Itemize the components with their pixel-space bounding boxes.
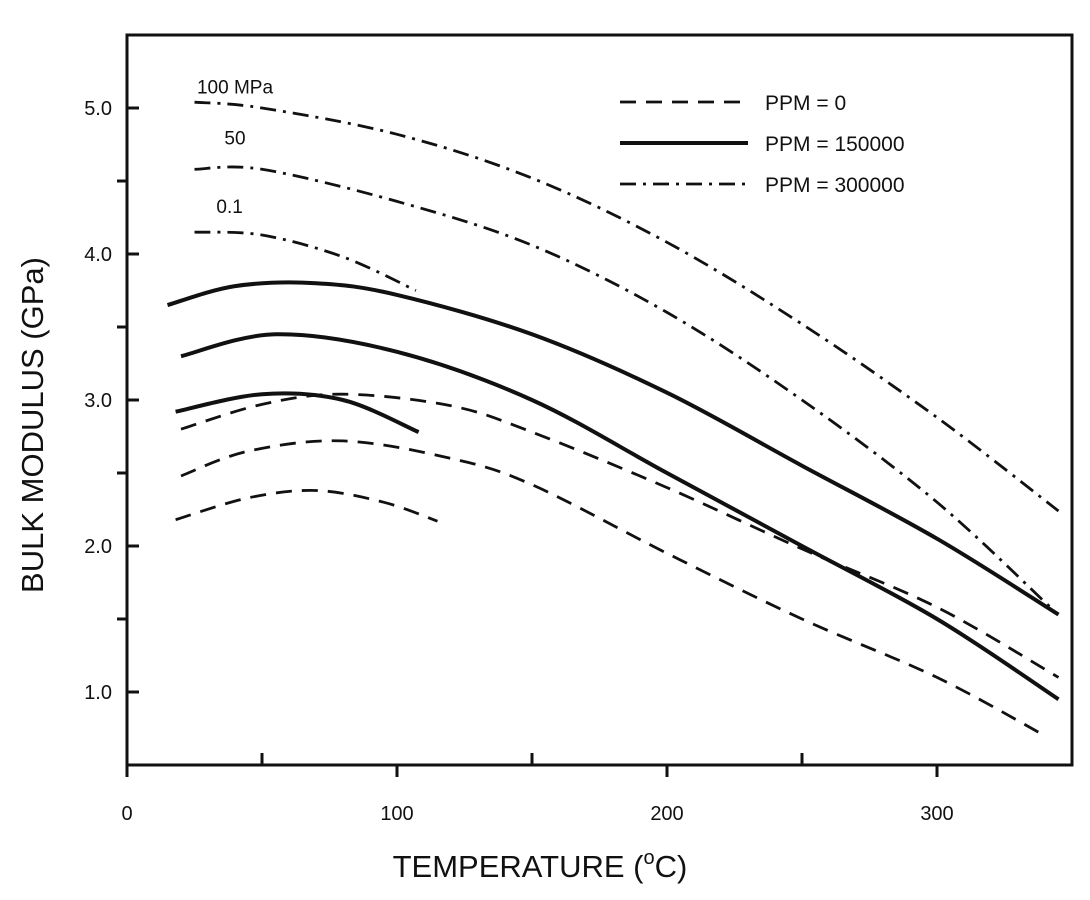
x-axis-title: TEMPERATURE (oC) — [393, 847, 688, 884]
x-tick-label: 200 — [650, 803, 683, 825]
x-axis-title-end: C) — [655, 849, 688, 884]
series-line-1 — [194, 165, 1052, 609]
axis-titles: BULK MODULUS (GPa) TEMPERATURE (oC) — [15, 257, 687, 884]
legend-label-0: PPM = 0 — [765, 92, 846, 115]
y-tick-label: 5.0 — [84, 98, 112, 120]
series-line-0 — [194, 100, 1060, 513]
x-axis-title-main: TEMPERATURE ( — [393, 849, 645, 884]
pressure-annotations: 100 MPa 50 0.1 — [197, 77, 273, 218]
plot-border — [125, 33, 1074, 767]
series-line-4 — [180, 332, 1060, 701]
pressure-label-2: 0.1 — [216, 197, 242, 218]
data-series — [166, 100, 1060, 738]
series-line-3 — [166, 280, 1060, 617]
x-tick-label: 300 — [920, 803, 953, 825]
y-tick-label: 2.0 — [84, 536, 112, 558]
legend: PPM = 0 PPM = 150000 PPM = 300000 — [620, 92, 905, 197]
series-line-2 — [194, 230, 417, 292]
x-tick-label: 100 — [380, 803, 413, 825]
y-tick-label: 1.0 — [84, 682, 112, 704]
series-line-6 — [180, 392, 1060, 679]
y-axis-title: BULK MODULUS (GPa) — [15, 257, 50, 593]
legend-label-1: PPM = 150000 — [765, 133, 905, 156]
x-tick-label: 0 — [121, 803, 132, 825]
y-tick-label: 4.0 — [84, 244, 112, 266]
legend-label-2: PPM = 300000 — [765, 174, 905, 197]
pressure-label-0: 100 MPa — [197, 77, 273, 98]
pressure-label-1: 50 — [224, 129, 245, 150]
x-axis-title-sup: o — [644, 847, 655, 869]
axis-ticks: 0 100 200 300 1.0 2.0 3.0 4.0 5.0 — [84, 98, 954, 825]
plot-frame — [125, 33, 1074, 767]
series-line-5 — [175, 391, 420, 434]
series-line-8 — [175, 489, 438, 523]
series-line-7 — [180, 439, 1046, 738]
y-tick-label: 3.0 — [84, 390, 112, 412]
